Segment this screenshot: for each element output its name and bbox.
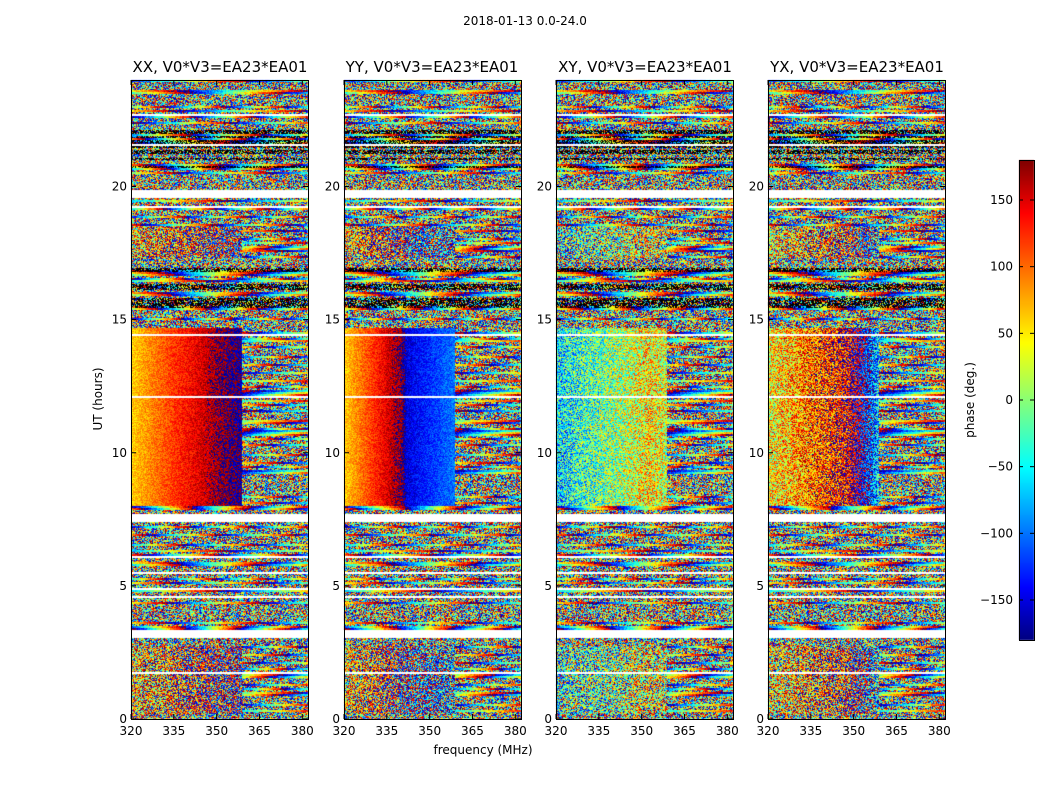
y-tick-label: 5 [544, 579, 552, 593]
x-tick-label: 365 [461, 724, 484, 738]
x-tick-label: 335 [587, 724, 610, 738]
y-tick-label: 5 [119, 579, 127, 593]
panel-frame [556, 80, 734, 720]
y-tick-label: 15 [325, 313, 340, 327]
y-tick-label: 20 [749, 180, 764, 194]
colorbar-label: phase (deg.) [963, 362, 977, 438]
panel-frame [768, 80, 946, 720]
x-tick-label: 350 [842, 724, 865, 738]
x-tick-label: 335 [799, 724, 822, 738]
colorbar-tick-label: −100 [980, 526, 1013, 540]
panel-frame [131, 80, 309, 720]
y-tick-label: 10 [749, 446, 764, 460]
panel-frame [344, 80, 522, 720]
panel-title-xy: XY, V0*V3=EA23*EA01 [558, 58, 732, 76]
x-tick-label: 320 [120, 724, 143, 738]
x-tick-label: 380 [504, 724, 527, 738]
y-tick-label: 20 [537, 180, 552, 194]
x-tick-label: 365 [248, 724, 271, 738]
x-tick-label: 380 [291, 724, 314, 738]
colorbar-tick-label: 100 [990, 260, 1013, 274]
colorbar-tick-label: −50 [988, 460, 1013, 474]
figure-title: 2018-01-13 0.0-24.0 [463, 14, 587, 28]
y-tick-label: 0 [119, 712, 127, 726]
x-tick-label: 350 [418, 724, 441, 738]
x-tick-label: 365 [673, 724, 696, 738]
y-tick-label: 15 [749, 313, 764, 327]
panel-title-yy: YY, V0*V3=EA23*EA01 [345, 58, 519, 76]
y-tick-label: 0 [332, 712, 340, 726]
panel-title-yx: YX, V0*V3=EA23*EA01 [770, 58, 944, 76]
x-tick-label: 320 [545, 724, 568, 738]
x-tick-label: 365 [885, 724, 908, 738]
x-tick-label: 320 [333, 724, 356, 738]
y-tick-label: 10 [537, 446, 552, 460]
x-axis-label: frequency (MHz) [433, 743, 533, 757]
x-tick-label: 335 [375, 724, 398, 738]
y-tick-label: 0 [544, 712, 552, 726]
colorbar-tick-label: 50 [998, 326, 1013, 340]
y-tick-label: 0 [756, 712, 764, 726]
x-tick-label: 350 [205, 724, 228, 738]
panel-title-xx: XX, V0*V3=EA23*EA01 [132, 58, 308, 76]
y-tick-label: 10 [112, 446, 127, 460]
y-axis-label: UT (hours) [91, 367, 105, 431]
x-tick-label: 380 [928, 724, 951, 738]
x-tick-label: 320 [757, 724, 780, 738]
colorbar-tick-label: −150 [980, 593, 1013, 607]
y-tick-label: 20 [325, 180, 340, 194]
y-tick-label: 5 [756, 579, 764, 593]
x-tick-label: 350 [630, 724, 653, 738]
x-tick-label: 335 [162, 724, 185, 738]
colorbar-tick-label: 0 [1005, 393, 1013, 407]
y-tick-label: 20 [112, 180, 127, 194]
y-tick-label: 5 [332, 579, 340, 593]
x-tick-label: 380 [716, 724, 739, 738]
y-tick-label: 15 [537, 313, 552, 327]
colorbar-tick-label: 150 [990, 193, 1013, 207]
y-tick-label: 10 [325, 446, 340, 460]
y-tick-label: 15 [112, 313, 127, 327]
